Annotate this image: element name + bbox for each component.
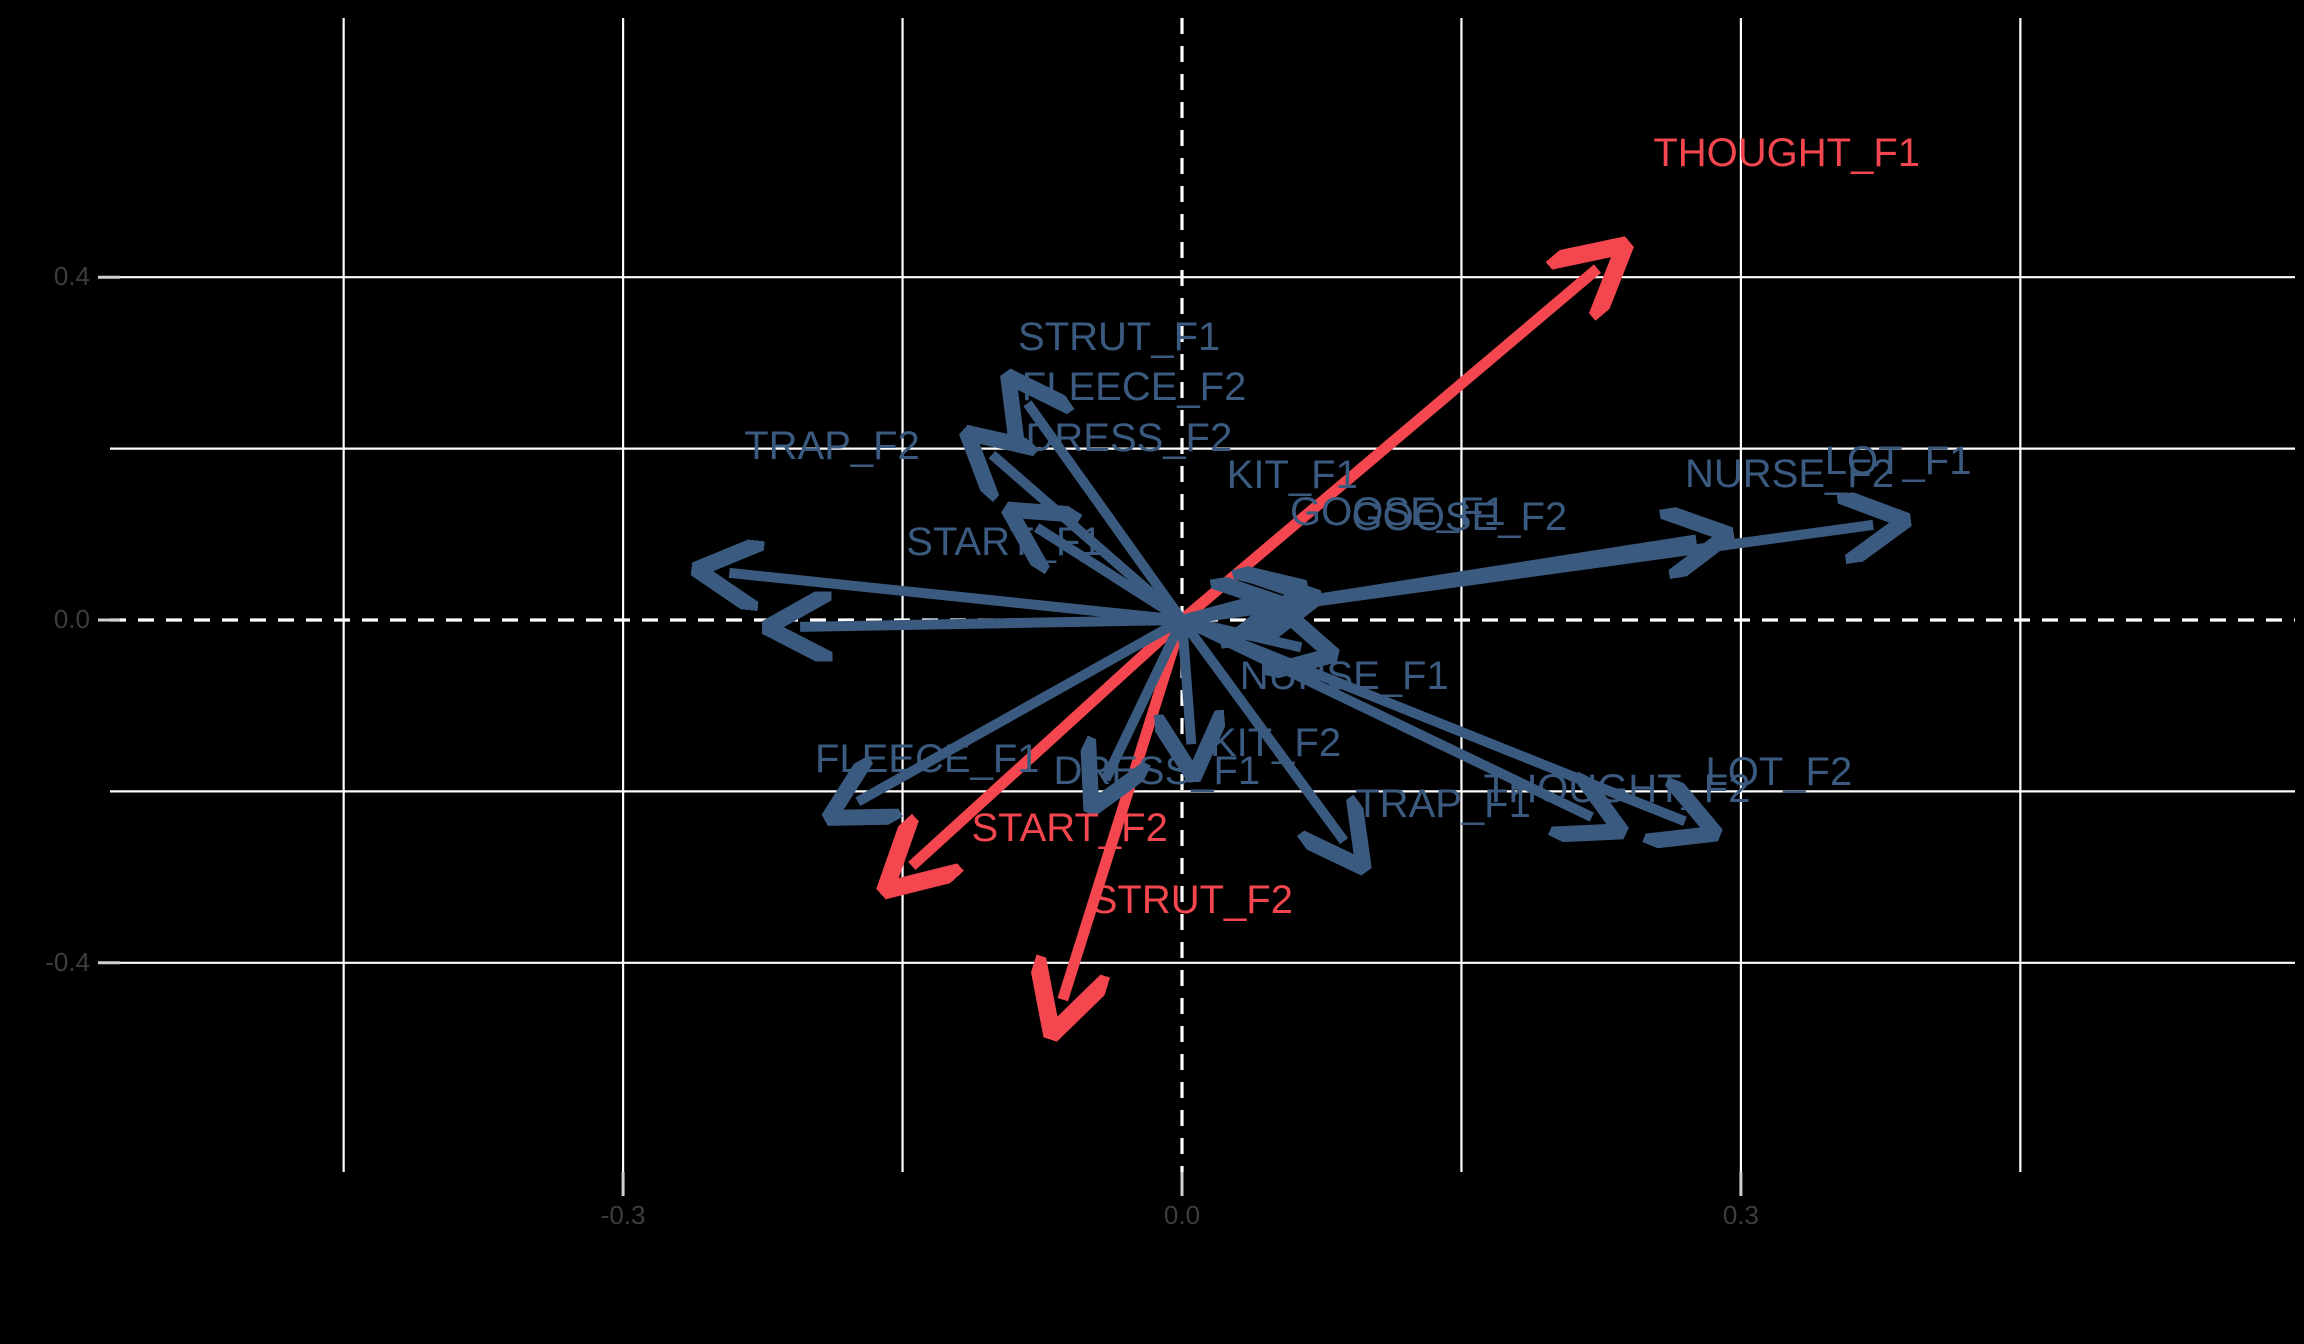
vector-label-trap_f2: TRAP_F2	[744, 424, 920, 469]
vector-label-strut_f1: STRUT_F1	[1018, 315, 1221, 360]
vector-arrow-lot_f2	[1180, 615, 1685, 821]
vector-label-dress_f1: DRESS_F1	[1053, 748, 1261, 793]
y-axis-tick-label: -0.4	[45, 946, 90, 977]
axis-lines	[110, 18, 2295, 1172]
vector-label-lot_f1: LOT_F1	[1824, 439, 1972, 484]
y-axis-tick-label: 0.0	[53, 604, 90, 634]
vector-arrow-trap_f1	[1177, 617, 1344, 841]
vector-label-start_f1: START_F1	[906, 520, 1103, 564]
vector-label-thought_f1: THOUGHT_F1	[1653, 130, 1921, 175]
x-axis-tick-label: 0.3	[1722, 1200, 1759, 1230]
vector-label-nurse_f2: NURSE_F2	[1685, 452, 1894, 497]
vector-arrow-dress_f2	[1037, 527, 1185, 625]
x-axis-tick-label: -0.3	[600, 1200, 646, 1230]
vector-arrows	[729, 269, 1873, 1000]
vector-arrow-start_f1	[800, 620, 1183, 627]
vector-label-thought_f2: THOUGHT_F2	[1483, 766, 1751, 811]
vector-arrow-start_f2	[912, 615, 1186, 866]
vector-label-kit_f1: KIT_F1	[1226, 453, 1358, 498]
y-axis-tick-label: 0.4	[53, 261, 90, 292]
vector-label-goose_f1: GOOSE_F1	[1290, 490, 1506, 535]
vector-label-start_f2: START_F2	[971, 806, 1168, 851]
vector-arrow-dress_f1	[1106, 617, 1187, 779]
vector-label-nurse_f1: NURSE_F1	[1239, 653, 1449, 698]
tick-marks	[98, 275, 1743, 1196]
vector-label-dress_f2: DRESS_F2	[1025, 416, 1233, 461]
vector-label-fleece_f2: FLEECE_F2	[1021, 364, 1247, 409]
vector-arrow-thought_f1	[1178, 269, 1597, 625]
gridlines	[110, 18, 2295, 1172]
vector-arrow-fleece_f2	[992, 455, 1186, 624]
vector-arrow-strut_f1	[1027, 403, 1187, 623]
vector-arrow-kit_f2	[1182, 619, 1191, 744]
vector-label-lot_f2: LOT_F2	[1705, 749, 1853, 794]
vector-label-fleece_f1: FLEECE_F1	[814, 736, 1040, 781]
vector-label-goose_f2: GOOSE_F2	[1351, 495, 1568, 540]
vector-arrow-lot_f1	[1181, 525, 1873, 625]
vector-label-trap_f1: TRAP_F1	[1355, 782, 1531, 827]
vector-label-strut_f2: STRUT_F2	[1090, 878, 1293, 923]
vector-arrow-fleece_f1	[858, 615, 1185, 802]
vector-arrow-trap_f2	[729, 573, 1183, 625]
vector-arrow-thought_f2	[1179, 615, 1592, 817]
vector-label-kit_f2: KIT_F2	[1209, 720, 1342, 765]
x-axis-tick-label: 0.0	[1163, 1200, 1201, 1230]
